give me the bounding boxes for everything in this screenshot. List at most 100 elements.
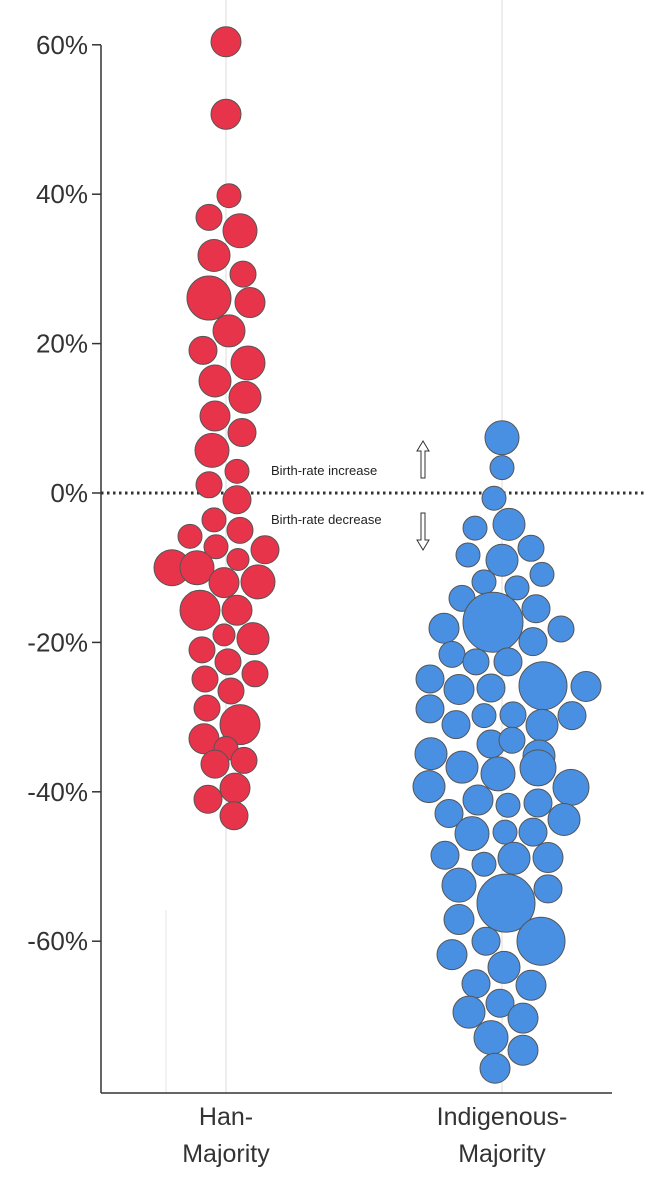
data-point [516, 916, 566, 966]
down-arrow-icon [416, 512, 430, 551]
data-point [230, 345, 266, 381]
data-point [186, 275, 232, 321]
data-point [462, 648, 490, 676]
data-point [480, 756, 516, 792]
data-point [570, 670, 602, 702]
data-point [462, 515, 488, 541]
data-point [234, 287, 266, 319]
data-point [484, 420, 520, 456]
birth-rate-increase-label: Birth-rate increase [271, 463, 377, 478]
data-point [462, 591, 524, 653]
data-point [498, 726, 526, 754]
data-point [179, 550, 215, 586]
category-label-indigenous-line1: Indigenous- [437, 1103, 568, 1131]
data-point [434, 798, 464, 828]
data-point [250, 535, 280, 565]
data-point [507, 1002, 539, 1034]
data-point [188, 335, 218, 365]
data-point [481, 485, 507, 511]
data-point [229, 260, 257, 288]
data-point [441, 867, 477, 903]
data-point [452, 995, 486, 1029]
data-point [428, 612, 460, 644]
data-point [216, 183, 242, 209]
category-label-han-line2: Majority [182, 1140, 270, 1168]
data-point [547, 802, 581, 836]
indigenous-majority-series [412, 420, 602, 1084]
data-point [227, 417, 257, 447]
data-point [517, 534, 545, 562]
data-point [454, 816, 490, 852]
data-point [489, 455, 515, 481]
y-tick-label: 40% [36, 179, 88, 209]
category-label-han-line1: Han- [199, 1103, 253, 1131]
data-point [414, 737, 448, 771]
birth-rate-decrease-label: Birth-rate decrease [271, 512, 382, 527]
data-point [523, 788, 553, 818]
data-point [212, 314, 246, 348]
data-point [219, 801, 249, 831]
data-point [485, 988, 515, 1018]
data-point [436, 939, 468, 971]
data-point [193, 694, 221, 722]
data-point [199, 400, 231, 432]
data-point [197, 238, 231, 272]
data-point [476, 873, 536, 933]
data-point [219, 704, 261, 746]
data-point [547, 615, 575, 643]
data-point [515, 969, 547, 1001]
data-points [153, 26, 602, 1084]
data-point [222, 213, 258, 249]
data-point [473, 1020, 509, 1056]
data-point [195, 471, 223, 499]
data-point [179, 589, 221, 631]
data-point [210, 26, 242, 58]
data-point [461, 969, 491, 999]
data-point [415, 694, 445, 724]
y-tick-label: 0% [50, 478, 88, 508]
data-point [518, 817, 548, 847]
data-point [521, 594, 551, 624]
data-point [519, 749, 557, 787]
data-point [487, 950, 521, 984]
y-tick-label: -40% [27, 777, 88, 807]
y-tick-label: -60% [27, 926, 88, 956]
data-point [195, 203, 223, 231]
data-point [518, 661, 568, 711]
data-point [529, 561, 555, 587]
data-point [499, 701, 527, 729]
han-majority-series [153, 26, 280, 831]
data-point [507, 1034, 539, 1066]
data-point [217, 677, 245, 705]
data-point [471, 703, 497, 729]
data-point [415, 664, 445, 694]
data-point [455, 542, 481, 568]
up-arrow-icon [416, 440, 430, 479]
data-point [200, 749, 230, 779]
data-point [471, 926, 501, 956]
data-point [219, 772, 251, 804]
data-point [518, 627, 548, 657]
data-point [532, 842, 564, 874]
data-point [471, 851, 497, 877]
data-point [212, 623, 236, 647]
data-point [194, 432, 230, 468]
data-point [226, 547, 250, 571]
data-point [479, 1052, 511, 1084]
data-point [210, 98, 242, 130]
data-point [443, 904, 475, 936]
data-point [177, 523, 203, 549]
data-point [236, 622, 270, 656]
data-point [471, 569, 497, 595]
data-point [438, 640, 466, 668]
y-tick-label: 20% [36, 329, 88, 359]
data-point [493, 647, 523, 677]
data-point [525, 708, 559, 742]
data-point [228, 380, 262, 414]
data-point [504, 575, 530, 601]
data-point [552, 768, 590, 806]
data-point [198, 364, 232, 398]
data-point [203, 534, 229, 560]
data-point [222, 485, 252, 515]
